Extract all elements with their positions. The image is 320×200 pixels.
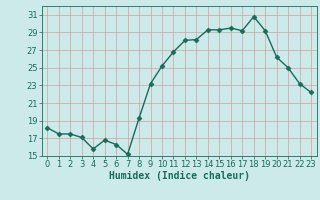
X-axis label: Humidex (Indice chaleur): Humidex (Indice chaleur)	[109, 171, 250, 181]
